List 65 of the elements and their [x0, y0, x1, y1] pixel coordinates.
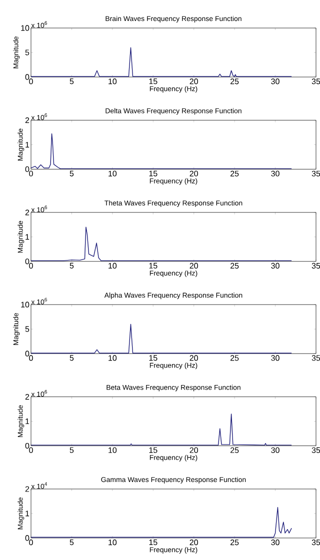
y-tick-label: 10 — [21, 25, 30, 31]
x-tick-label: 30 — [271, 355, 280, 361]
line-series — [30, 47, 292, 77]
y-tick-label: 2 — [25, 394, 30, 400]
x-tick-label: 30 — [271, 447, 280, 453]
x-tick-label: 20 — [190, 447, 198, 453]
x-tick-label: 15 — [149, 447, 158, 453]
x-tick-label: 15 — [149, 262, 158, 269]
x-tick-label: 5 — [70, 262, 74, 269]
x-tick-label: 35 — [312, 447, 320, 453]
x-tick-label: 5 — [70, 540, 74, 546]
x-tick-label: 15 — [149, 170, 158, 176]
x-tick-label: 35 — [312, 262, 320, 269]
x-tick-label: 10 — [108, 447, 117, 453]
x-tick-label: 20 — [190, 78, 198, 84]
y-tick-label: 10 — [21, 302, 30, 308]
x-tick-label: 20 — [190, 170, 198, 176]
x-tick-label: 25 — [230, 262, 239, 269]
y-tick-label: 0 — [25, 166, 30, 172]
x-tick-label: 20 — [190, 355, 198, 361]
x-tick-label: 5 — [70, 78, 74, 84]
x-tick-label: 25 — [230, 170, 239, 176]
x-tick-label: 15 — [149, 78, 158, 84]
x-tick-label: 25 — [230, 540, 239, 546]
x-tick-label: 5 — [70, 355, 74, 361]
x-tick-label: 15 — [149, 540, 158, 546]
line-series — [30, 133, 292, 170]
x-tick-label: 30 — [271, 540, 280, 546]
y-tick-label: 1 — [26, 142, 30, 148]
x-tick-label: 10 — [108, 78, 117, 84]
x-tick-label: 15 — [149, 355, 158, 361]
x-tick-label: 10 — [108, 170, 117, 176]
x-tick-label: 25 — [230, 355, 239, 361]
x-tick-label: 35 — [312, 355, 320, 361]
line-series — [30, 226, 292, 262]
x-tick-label: 35 — [312, 78, 320, 84]
y-tick-label: 1 — [26, 418, 30, 424]
x-tick-label: 25 — [230, 447, 239, 453]
y-tick-label: 0 — [25, 350, 30, 356]
x-tick-label: 30 — [271, 262, 280, 269]
y-tick-label: 2 — [25, 210, 30, 216]
y-tick-label: 0 — [25, 74, 30, 80]
y-tick-label: 2 — [25, 117, 30, 123]
x-tick-label: 10 — [108, 355, 117, 361]
y-tick-label: 0 — [25, 442, 30, 449]
y-tick-label: 1 — [26, 510, 30, 516]
y-tick-label: 0 — [25, 258, 30, 264]
x-tick-label: 30 — [271, 170, 280, 176]
line-series — [30, 507, 292, 538]
y-tick-label: 1 — [26, 234, 30, 240]
x-tick-label: 10 — [108, 262, 117, 269]
y-tick-label: 5 — [25, 326, 30, 332]
x-tick-label: 35 — [312, 540, 320, 546]
x-tick-label: 5 — [70, 447, 74, 453]
x-tick-label: 30 — [271, 78, 280, 84]
y-tick-label: 5 — [25, 50, 30, 56]
x-tick-label: 5 — [70, 170, 74, 176]
y-tick-label: 0 — [25, 535, 30, 541]
x-tick-label: 20 — [190, 262, 198, 269]
line-series — [30, 414, 292, 446]
x-tick-label: 35 — [312, 170, 320, 176]
x-tick-label: 20 — [190, 540, 198, 546]
x-tick-label: 25 — [230, 78, 239, 84]
x-tick-label: 10 — [108, 540, 117, 546]
y-tick-label: 2 — [25, 486, 30, 492]
